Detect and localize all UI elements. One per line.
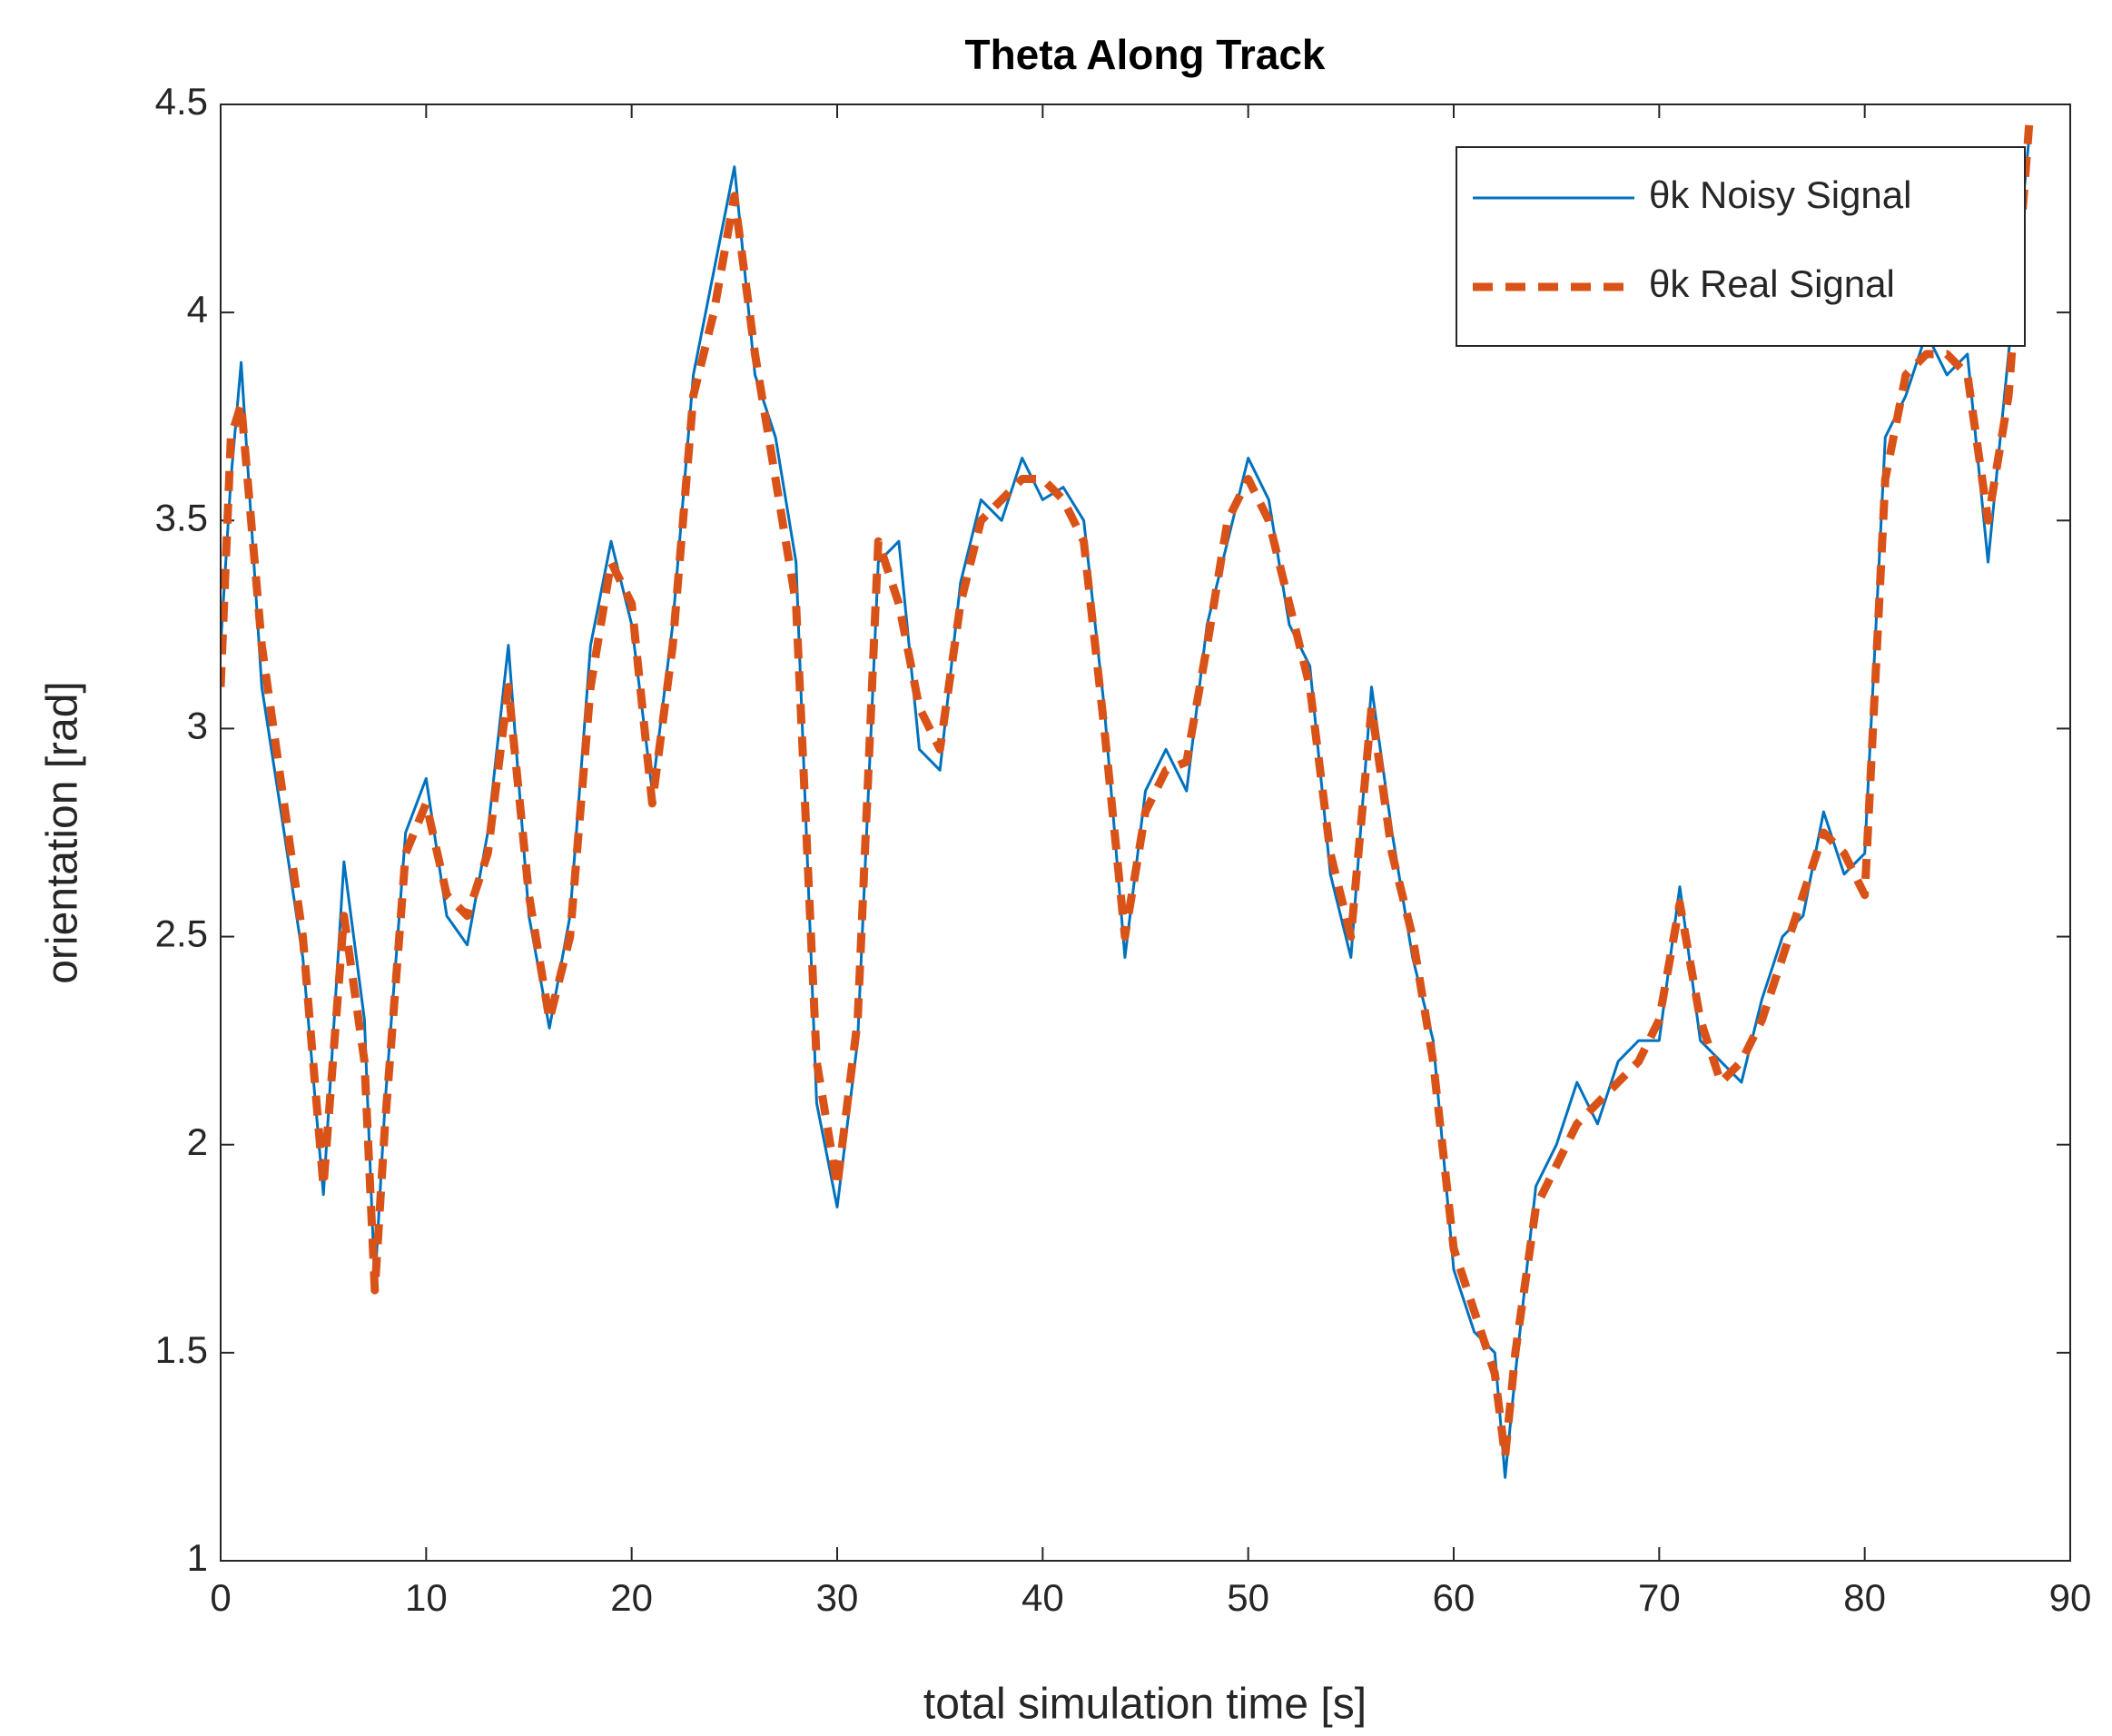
- x-tick-label: 30: [816, 1576, 859, 1619]
- x-tick-label: 0: [210, 1576, 231, 1619]
- y-tick-label: 2.5: [155, 912, 208, 955]
- x-tick-label: 90: [2049, 1576, 2092, 1619]
- y-tick-label: 1.5: [155, 1328, 208, 1371]
- legend-box: [1456, 146, 2026, 347]
- y-tick-label: 3: [187, 705, 208, 747]
- x-tick-label: 40: [1021, 1576, 1064, 1619]
- chart-title: Theta Along Track: [964, 31, 1325, 78]
- legend-label: θk Noisy Signal: [1649, 173, 1911, 216]
- y-tick-label: 3.5: [155, 496, 208, 538]
- x-tick-label: 50: [1227, 1576, 1269, 1619]
- y-axis-label: orientation [rad]: [39, 681, 87, 984]
- x-tick-label: 10: [405, 1576, 448, 1619]
- x-tick-label: 70: [1638, 1576, 1681, 1619]
- y-tick-label: 4: [187, 288, 208, 330]
- x-axis-label: total simulation time [s]: [923, 1681, 1367, 1729]
- x-tick-label: 60: [1433, 1576, 1475, 1619]
- y-tick-label: 2: [187, 1120, 208, 1163]
- series-line: [221, 124, 2034, 1461]
- x-tick-label: 20: [610, 1576, 653, 1619]
- y-tick-label: 1: [187, 1536, 208, 1579]
- plot-frame: [220, 104, 2071, 1562]
- y-tick-label: 4.5: [155, 80, 208, 123]
- x-tick-label: 80: [1843, 1576, 1886, 1619]
- legend-label: θk Real Signal: [1649, 262, 1895, 305]
